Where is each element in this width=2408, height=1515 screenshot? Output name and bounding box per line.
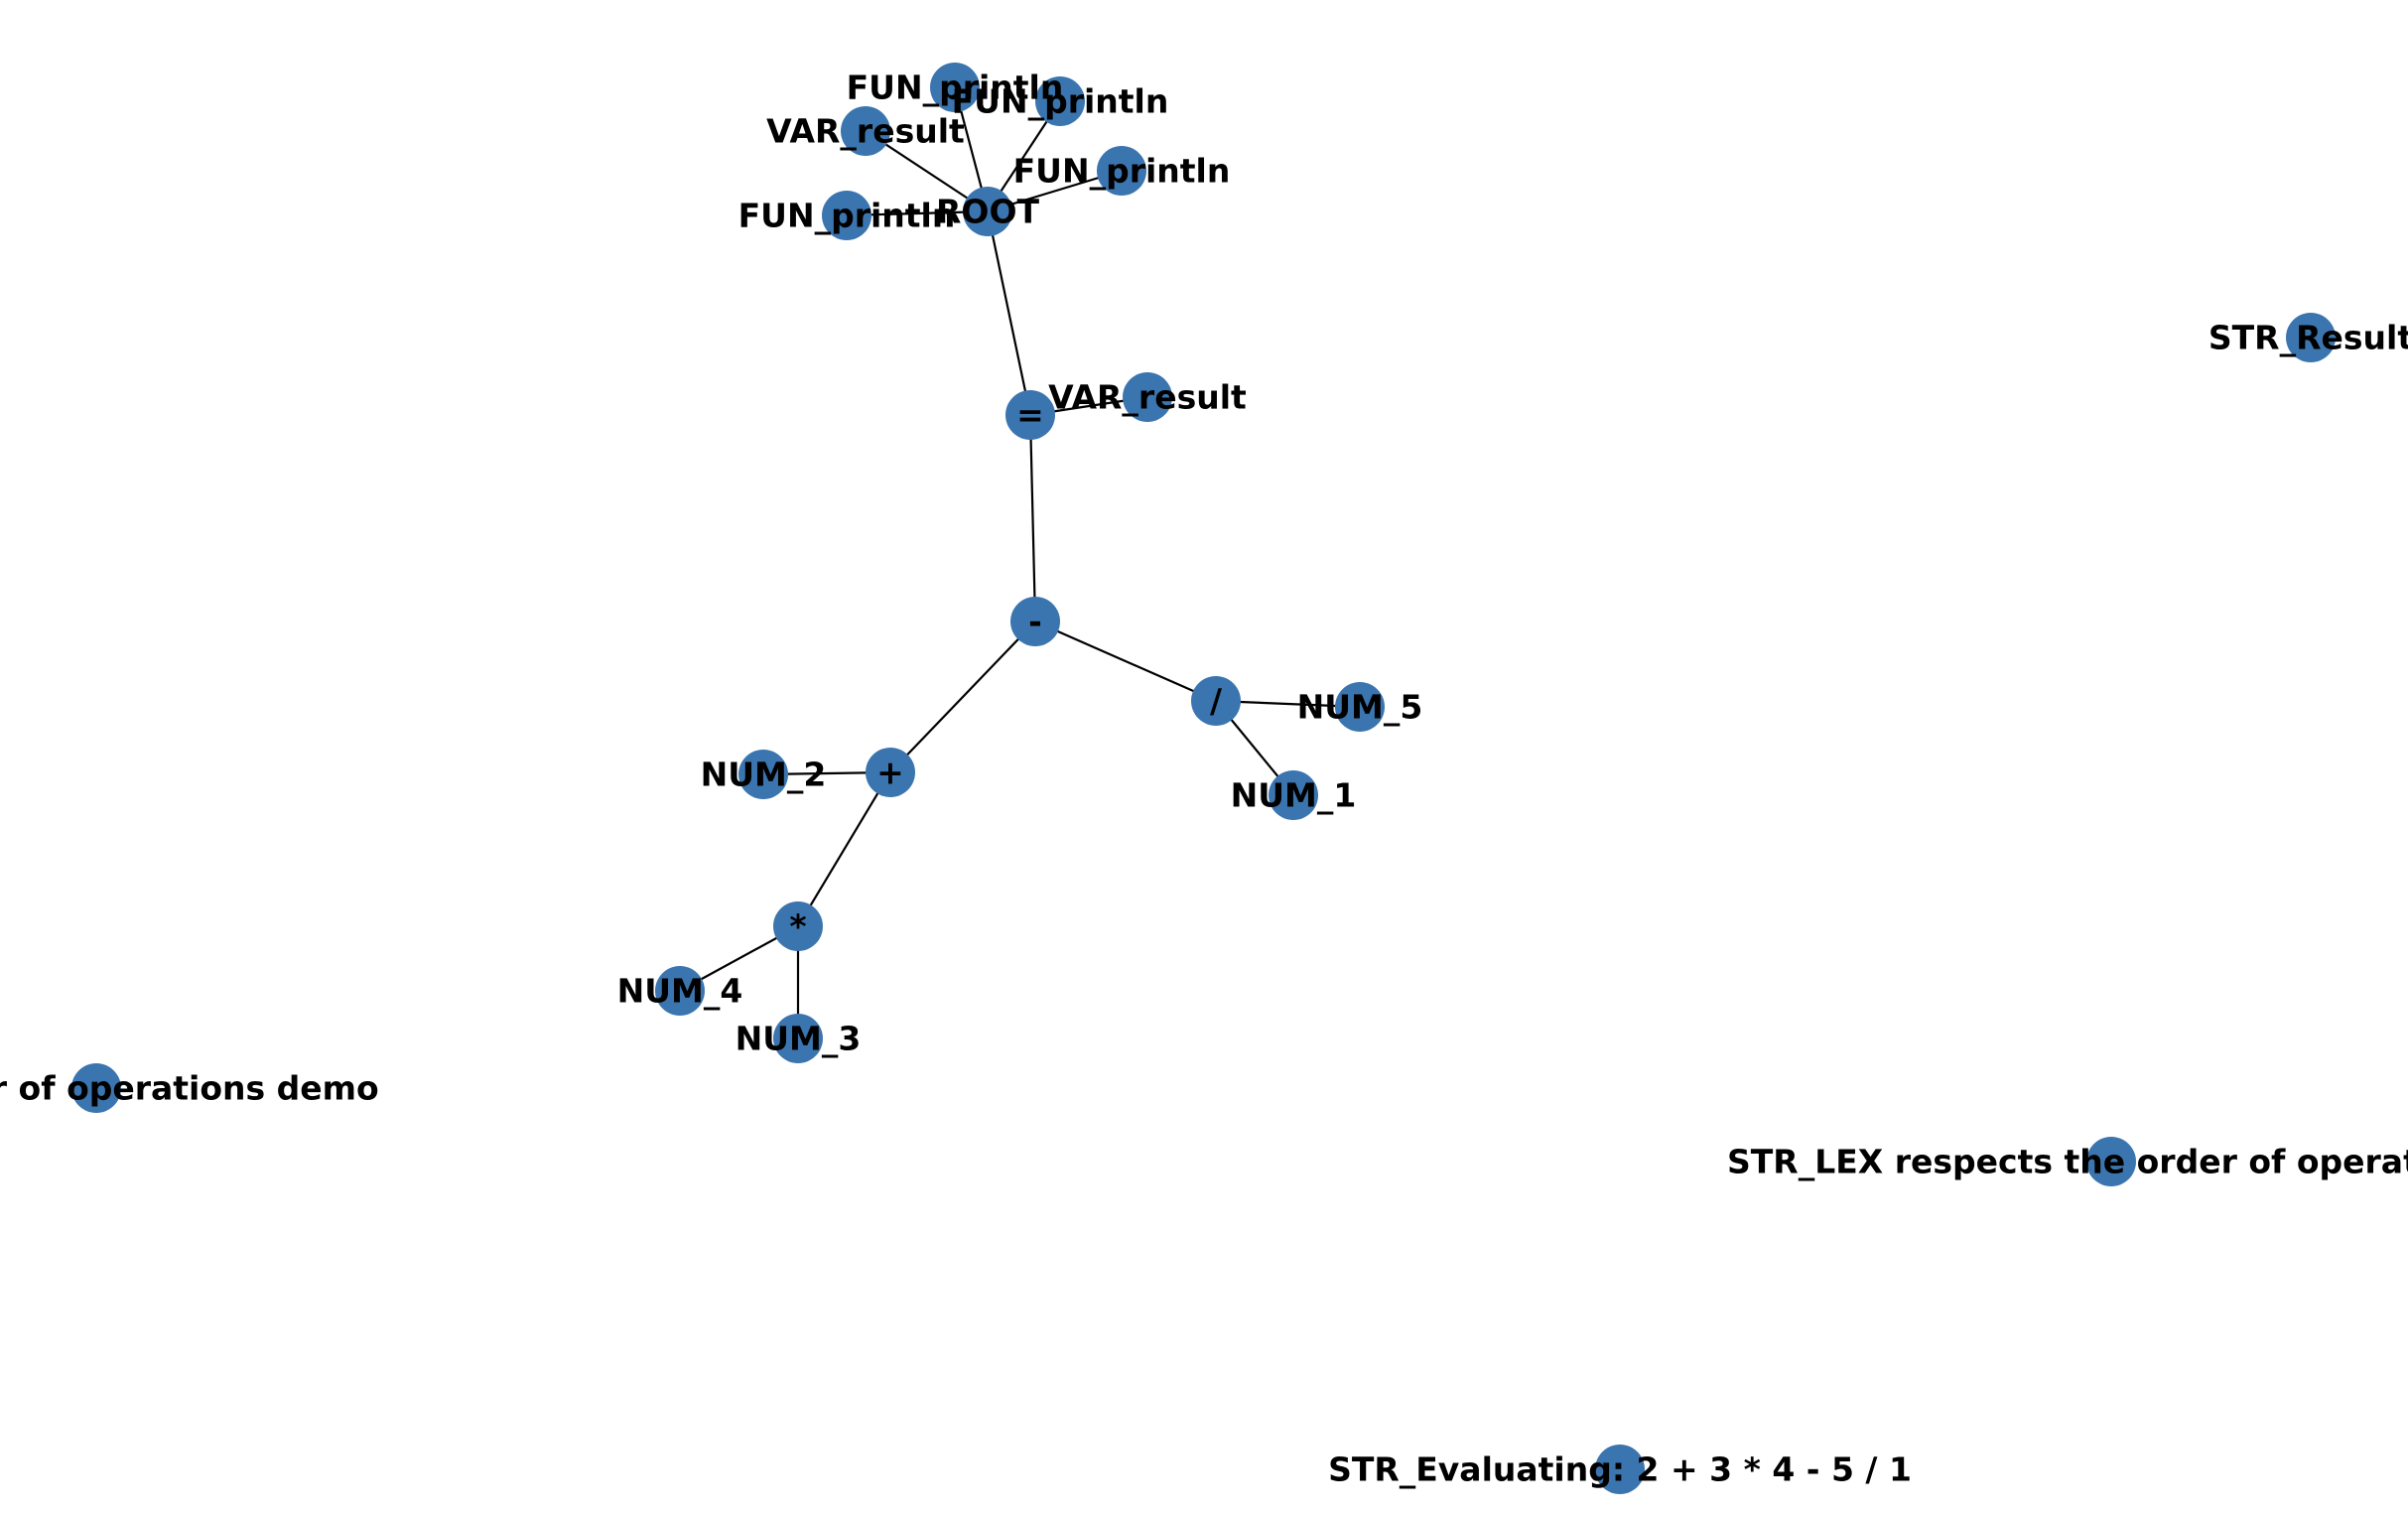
node-str_result[interactable] — [2286, 313, 2336, 362]
node-fun1[interactable] — [930, 63, 980, 112]
node-var2[interactable] — [1123, 372, 1172, 422]
node-str_lex[interactable] — [2086, 1137, 2136, 1186]
node-label-str_lex: STR_LEX respects the order of operations — [1727, 1143, 2408, 1181]
node-label-str_result: STR_Result — [2208, 319, 2408, 357]
node-num3[interactable] — [773, 1014, 823, 1063]
node-label-var1: VAR_result — [766, 112, 965, 151]
node-label-num3: NUM_3 — [736, 1020, 862, 1058]
node-assign[interactable] — [1005, 390, 1055, 440]
node-label-num1: NUM_1 — [1231, 776, 1357, 815]
node-fun2[interactable] — [1035, 76, 1085, 126]
node-label-div: / — [1210, 682, 1223, 721]
node-root[interactable] — [963, 187, 1012, 236]
node-label-fun3: FUN_println — [1013, 152, 1231, 191]
node-label-root: ROOT — [936, 193, 1040, 231]
node-str_demo[interactable] — [71, 1063, 121, 1113]
node-div[interactable] — [1191, 676, 1241, 726]
node-num4[interactable] — [655, 966, 705, 1016]
node-label-num5: NUM_5 — [1297, 688, 1423, 727]
edge-assign-minus — [1028, 414, 1037, 622]
edge-minus-plus — [889, 620, 1036, 773]
node-label-str_demo: STR_Order of operations demo — [0, 1069, 379, 1108]
node-label-minus: - — [1028, 603, 1042, 641]
node-label-fun1: FUN_println — [847, 69, 1064, 107]
node-label-num4: NUM_4 — [617, 972, 743, 1011]
graph-nodes — [71, 63, 2336, 1494]
node-label-num2: NUM_2 — [701, 756, 827, 794]
node-fun4[interactable] — [822, 191, 871, 240]
node-label-fun2: FUN_println — [952, 82, 1169, 121]
node-label-var2: VAR_result — [1048, 378, 1247, 417]
node-label-assign: = — [1016, 396, 1044, 435]
node-str_eval[interactable] — [1595, 1445, 1645, 1494]
node-label-plus: + — [876, 754, 904, 792]
node-num2[interactable] — [738, 750, 788, 799]
node-fun3[interactable] — [1097, 146, 1146, 196]
node-minus[interactable] — [1010, 597, 1060, 646]
node-label-mul: * — [789, 907, 806, 946]
node-num1[interactable] — [1269, 770, 1318, 820]
edge-plus-mul — [797, 771, 891, 927]
node-num5[interactable] — [1335, 682, 1385, 732]
node-plus[interactable] — [866, 748, 915, 797]
edge-minus-div — [1034, 620, 1217, 703]
node-mul[interactable] — [773, 901, 823, 951]
graph-labels: ROOTFUN_printlnFUN_printlnFUN_printlnFUN… — [0, 69, 2408, 1489]
edge-root-assign — [986, 210, 1032, 416]
node-label-str_eval: STR_Evaluating: 2 + 3 * 4 - 5 / 1 — [1328, 1450, 1912, 1489]
node-var1[interactable] — [841, 106, 890, 156]
node-label-fun4: FUN_println — [738, 197, 956, 235]
